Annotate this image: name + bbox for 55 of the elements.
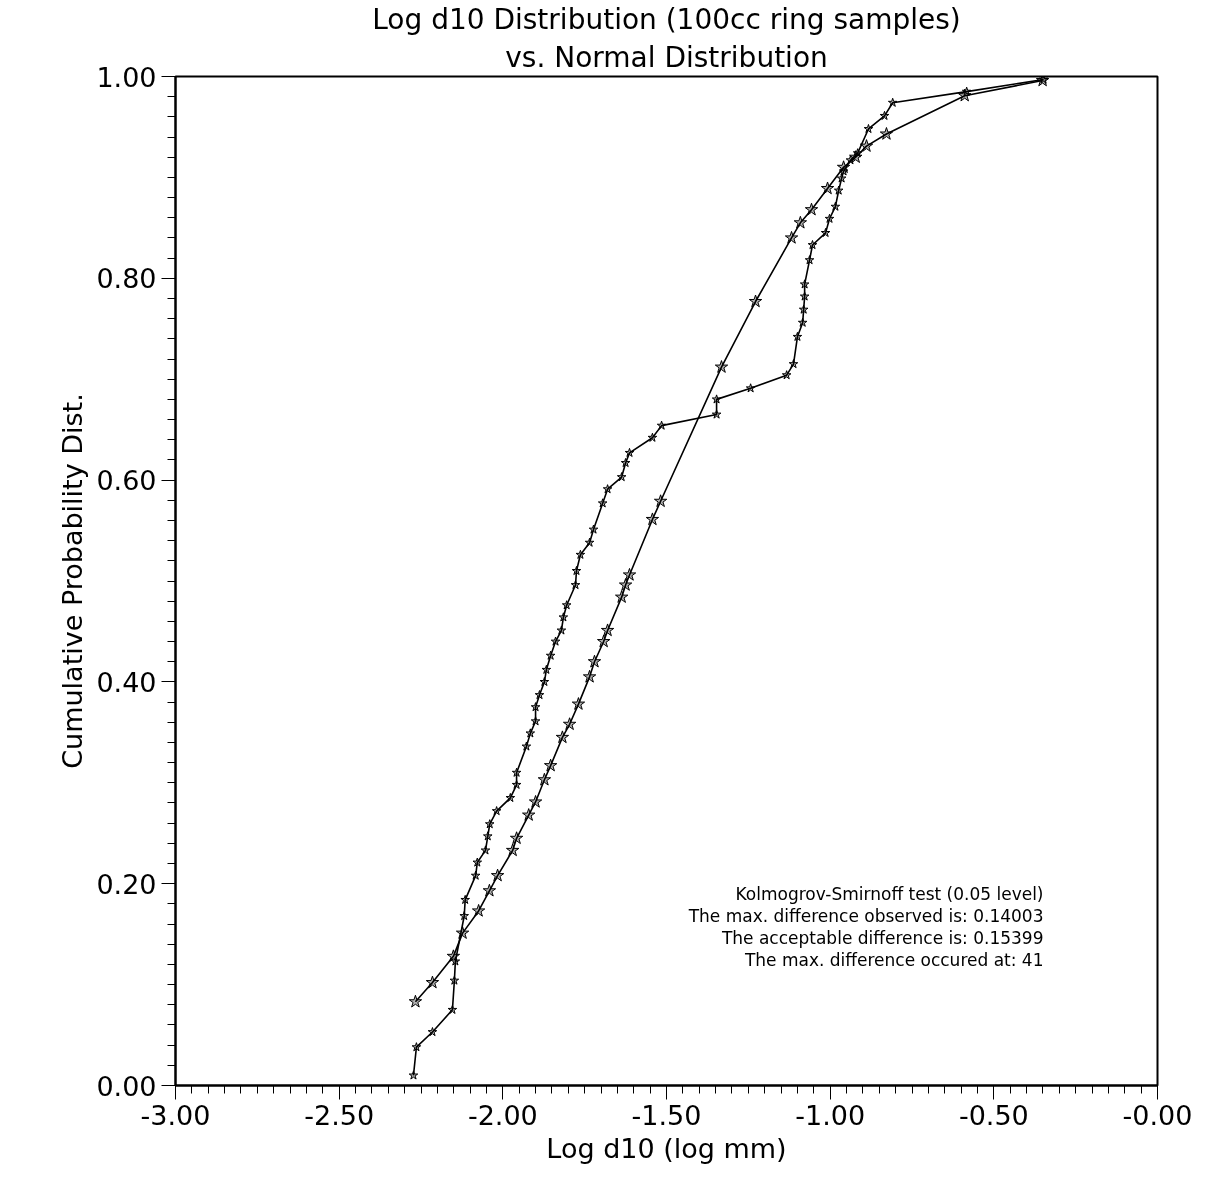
chart-title: Log d10 Distribution (100cc ring samples): [372, 2, 961, 36]
point: [600, 623, 615, 637]
x-tick-label: -2.00: [467, 1099, 538, 1131]
annotation: The max. difference occured at: 41: [743, 949, 1044, 970]
point: [879, 127, 894, 140]
point: [784, 230, 799, 244]
x-tick-label: -1.00: [795, 1099, 866, 1131]
point: [587, 654, 602, 668]
y-tick-label: 0.40: [96, 666, 157, 698]
point: [490, 868, 505, 882]
point: [596, 634, 611, 648]
point: [836, 160, 851, 174]
point: [537, 772, 552, 786]
y-tick-label: 0.60: [96, 465, 157, 497]
point: [582, 669, 597, 683]
point: [622, 567, 637, 581]
point: [562, 717, 577, 731]
point: [859, 139, 874, 152]
point: [614, 590, 629, 603]
point: [653, 494, 668, 508]
point: [571, 697, 586, 710]
point: [471, 903, 486, 917]
x-tick-label: -0.50: [958, 1099, 1029, 1131]
point: [804, 202, 819, 216]
point: [482, 883, 497, 897]
point: [618, 578, 633, 591]
point: [714, 360, 729, 373]
x-tick-label: -1.50: [631, 1099, 702, 1131]
point: [505, 843, 520, 857]
point: [748, 294, 763, 308]
x-axis-title: Log d10 (log mm): [546, 1132, 787, 1164]
y-tick-label: 0.20: [96, 868, 157, 900]
annotation: Kolmogrov-Smirnoff test (0.05 level): [735, 883, 1044, 904]
point: [425, 975, 440, 989]
x-tick-label: -2.50: [304, 1099, 375, 1131]
point: [645, 512, 660, 526]
annotation: The acceptable difference is: 0.15399: [720, 927, 1044, 948]
point: [958, 88, 972, 102]
point: [543, 758, 558, 772]
y-tick-label: 1.00: [96, 61, 157, 93]
x-tick-label: -0.00: [1122, 1099, 1193, 1131]
point: [509, 831, 524, 845]
point: [555, 730, 570, 744]
x-tick-label: -3.00: [140, 1099, 211, 1131]
y-tick-label: 0.80: [96, 263, 157, 295]
y-axis-title: Cumulative Probability Dist.: [57, 393, 89, 769]
point: [455, 926, 470, 939]
chart-subtitle: vs. Normal Distribution: [505, 40, 828, 74]
point: [408, 994, 423, 1008]
point: [522, 808, 536, 821]
point: [793, 215, 808, 229]
point: [820, 181, 835, 195]
y-tick-label: 0.00: [96, 1070, 157, 1102]
annotation: The max. difference observed is: 0.14003: [687, 905, 1044, 926]
point: [528, 794, 543, 808]
